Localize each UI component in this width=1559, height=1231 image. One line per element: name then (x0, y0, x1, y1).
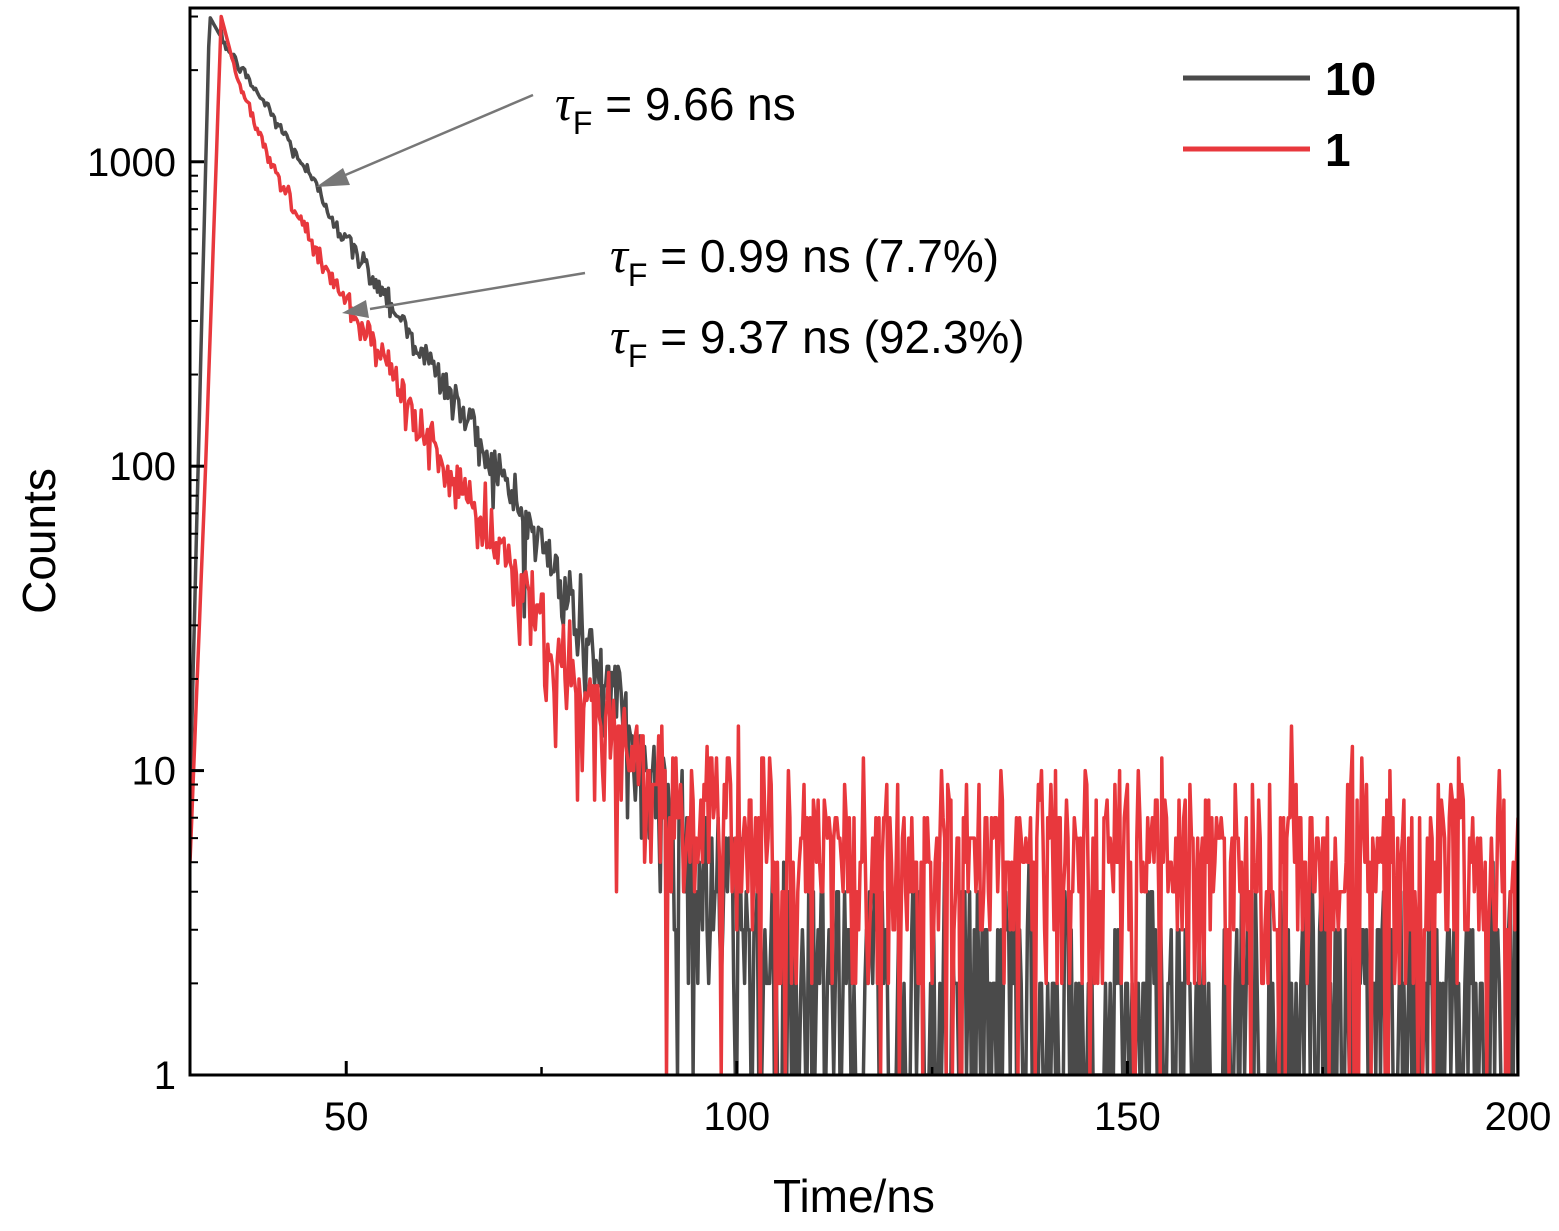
annotation-tau-1b: τF = 9.37 ns (92.3%) (610, 308, 1025, 374)
x-tick-label: 150 (1094, 1095, 1161, 1139)
legend-label-1: 1 (1325, 124, 1351, 176)
tau-subscript: F (628, 338, 648, 374)
legend: 10 1 (1183, 53, 1376, 176)
annotation-tau-10: τF = 9.66 ns (555, 75, 796, 141)
tau-symbol: τ (555, 75, 575, 131)
tau-subscript: F (573, 105, 593, 141)
plot-frame (188, 6, 1520, 1077)
y-tick-label: 1000 (87, 141, 176, 185)
annotation-value: = 0.99 ns (7.7%) (647, 230, 999, 282)
arrow-head-10 (316, 168, 350, 187)
y-tick-label: 100 (109, 445, 176, 489)
tau-subscript: F (628, 257, 648, 293)
annotation-arrows (316, 93, 586, 318)
x-tick-label: 50 (324, 1095, 369, 1139)
arrow-line-1 (369, 271, 586, 311)
y-tick-label: 1 (154, 1054, 176, 1098)
arrow-line-10 (342, 93, 534, 178)
annotation-value: = 9.66 ns (592, 78, 795, 130)
x-tick-label: 200 (1485, 1095, 1552, 1139)
arrow-head-1 (342, 300, 369, 318)
tau-symbol: τ (610, 308, 630, 364)
y-tick-label: 10 (132, 750, 177, 794)
tick-layer: 50 100 150 200 1 10 100 1000 (87, 15, 1552, 1139)
x-axis-title: Time/ns (773, 1170, 935, 1222)
tau-symbol: τ (610, 227, 630, 283)
annotation-tau-1a: τF = 0.99 ns (7.7%) (610, 227, 999, 293)
y-axis-title: Counts (13, 468, 65, 614)
series-layer (190, 14, 1518, 1075)
annotation-value: = 9.37 ns (92.3%) (647, 311, 1024, 363)
x-tick-label: 100 (703, 1095, 770, 1139)
series-line-1 (190, 14, 1518, 1075)
legend-label-10: 10 (1325, 53, 1376, 105)
